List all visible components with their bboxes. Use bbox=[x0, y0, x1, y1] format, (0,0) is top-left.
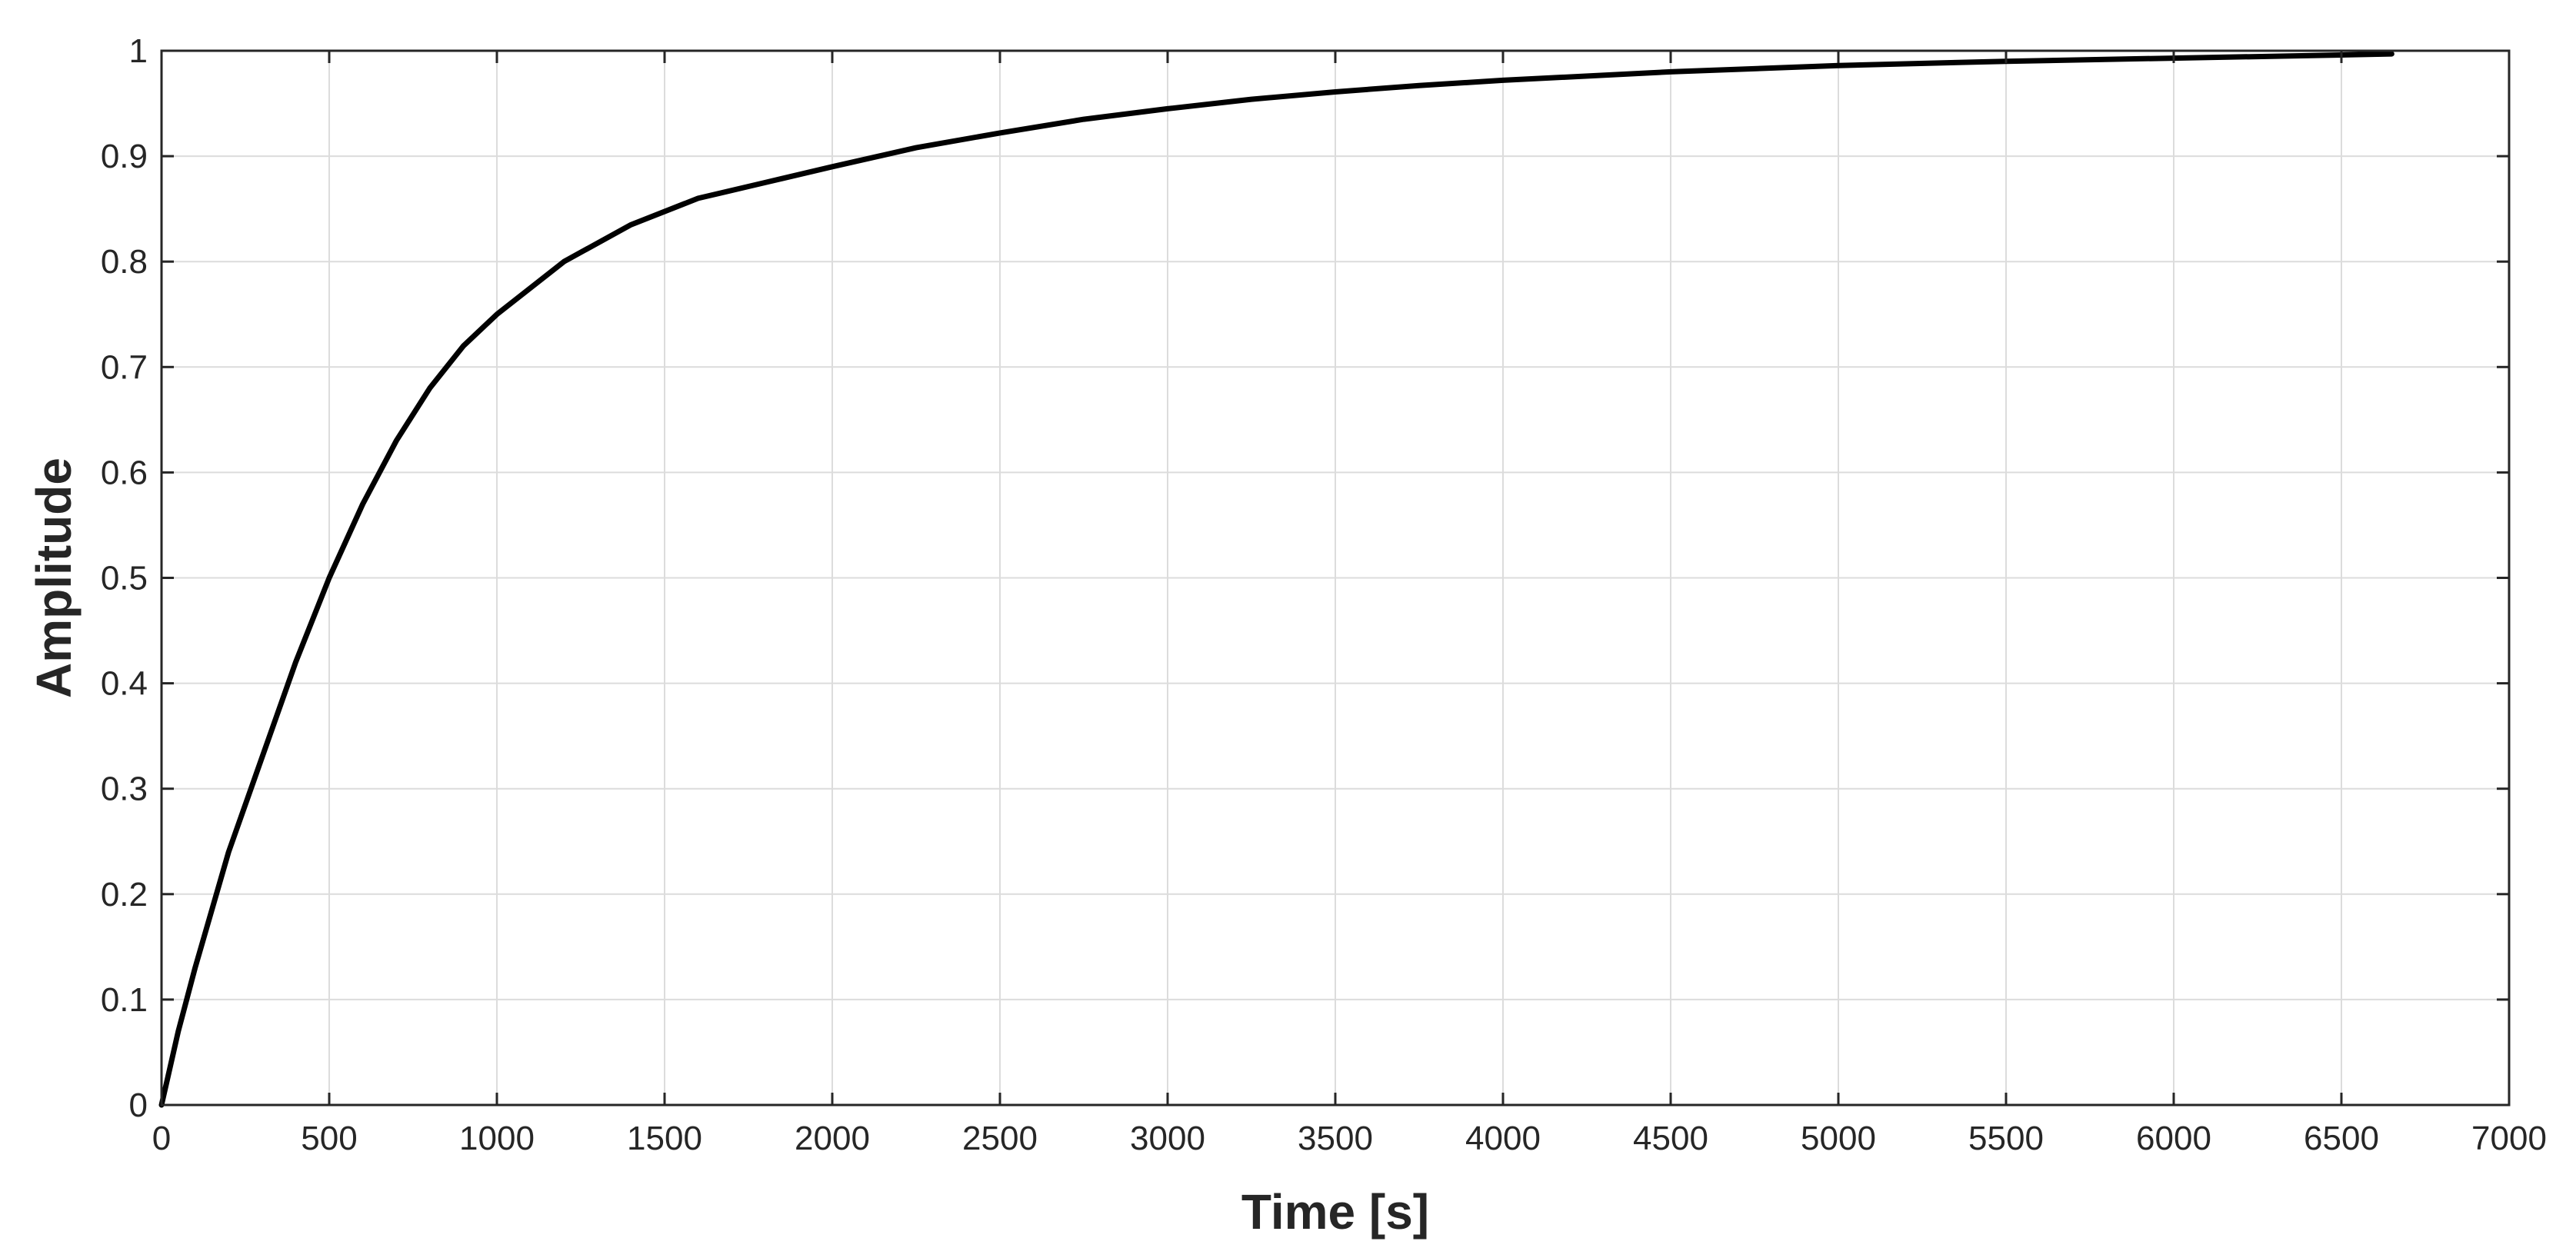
y-tick-label: 0.4 bbox=[101, 665, 148, 703]
grid bbox=[161, 50, 2510, 1106]
x-axis-label: Time [s] bbox=[1241, 1184, 1429, 1240]
y-tick-label: 0.6 bbox=[101, 454, 148, 491]
x-tick-label: 2500 bbox=[962, 1120, 1038, 1157]
series-line bbox=[158, 51, 2394, 1108]
y-tick-label: 1 bbox=[129, 32, 148, 70]
x-tick-label: 3500 bbox=[1298, 1120, 1373, 1157]
x-tick-label: 5000 bbox=[1801, 1120, 1876, 1157]
y-tick-label: 0.9 bbox=[101, 138, 148, 175]
y-tick-label: 0.1 bbox=[101, 981, 148, 1019]
y-tick-label: 0.5 bbox=[101, 560, 148, 597]
x-tick-label: 0 bbox=[152, 1120, 171, 1157]
x-tick-label: 6000 bbox=[2136, 1120, 2211, 1157]
tick-marks bbox=[160, 49, 2511, 1107]
x-tick-label: 4500 bbox=[1633, 1120, 1708, 1157]
x-tick-label: 7000 bbox=[2471, 1120, 2547, 1157]
y-tick-label: 0.3 bbox=[101, 770, 148, 808]
x-tick-label: 3000 bbox=[1130, 1120, 1205, 1157]
y-tick-label: 0 bbox=[129, 1087, 148, 1124]
y-tick-labels: 0 0.1 0.2 0.3 0.4 0.5 0.6 0.7 0.8 0.9 1 bbox=[101, 32, 148, 1124]
y-tick-label: 0.8 bbox=[101, 243, 148, 281]
x-tick-label: 4000 bbox=[1465, 1120, 1541, 1157]
x-tick-label: 5500 bbox=[1968, 1120, 2044, 1157]
y-tick-label: 0.7 bbox=[101, 348, 148, 386]
x-tick-label: 1500 bbox=[627, 1120, 702, 1157]
y-tick-label: 0.2 bbox=[101, 876, 148, 914]
x-tick-labels: 0 500 1000 1500 2000 2500 3000 3500 4000 4500 5000… bbox=[152, 1120, 2547, 1157]
x-tick-label: 1000 bbox=[459, 1120, 535, 1157]
y-axis-label: Amplitude bbox=[26, 458, 82, 698]
x-tick-label: 500 bbox=[301, 1120, 357, 1157]
x-tick-label: 6500 bbox=[2304, 1120, 2379, 1157]
series-layer bbox=[158, 51, 2394, 1108]
x-tick-label: 2000 bbox=[795, 1120, 870, 1157]
